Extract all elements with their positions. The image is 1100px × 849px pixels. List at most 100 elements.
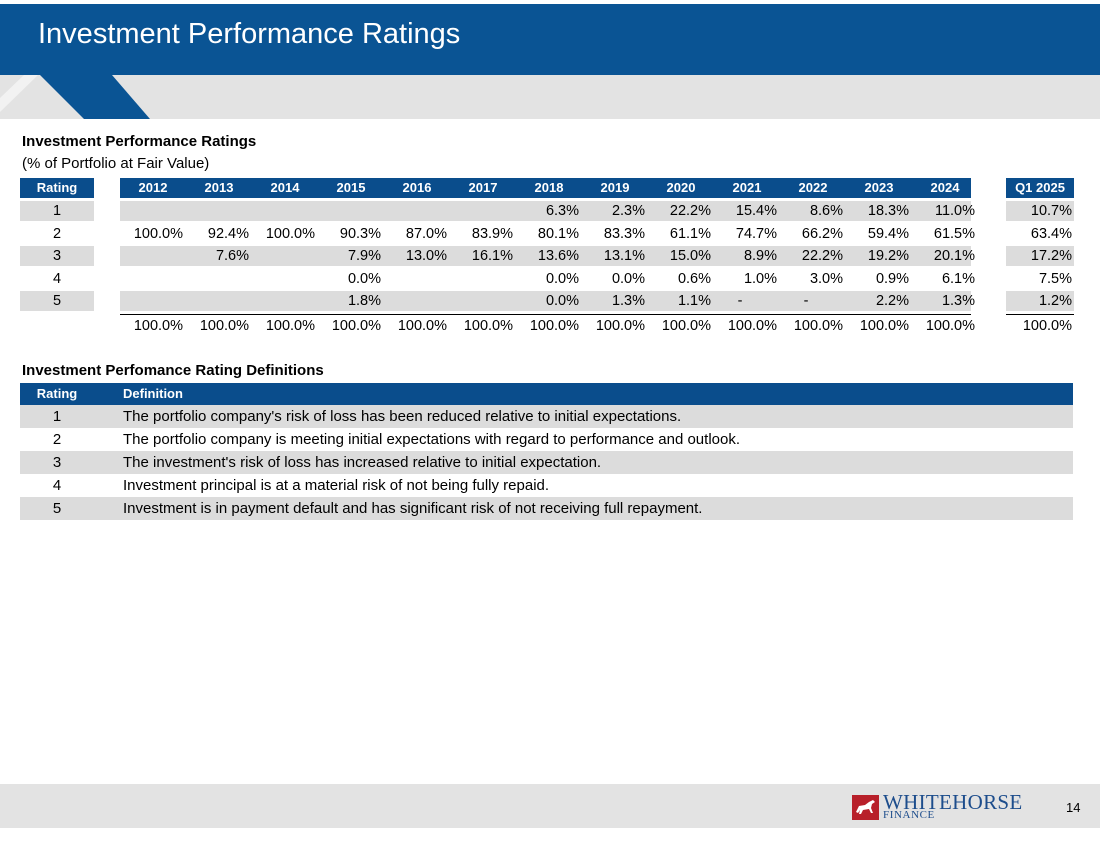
definition-rating-cell: 3 [52,454,62,471]
value-cell: 8.6% [809,203,843,219]
value-cell: 6.1% [941,270,975,287]
row-stripe [1006,246,1074,267]
definition-rating-cell: 1 [52,408,62,425]
value-cell: - [737,293,743,310]
total-cell: 100.0% [265,318,315,334]
total-cell: 100.0% [397,318,447,334]
definition-row-stripe [20,451,1073,474]
value-cell: 22.2% [801,248,843,265]
rating-column-header: Rating [36,180,78,195]
value-cell: 1.0% [743,270,777,287]
definitions-header-bar [20,383,1073,405]
row-stripe [120,201,971,221]
definitions-title: Investment Perfomance Rating Definitions [22,362,324,379]
year-column-header: 2014 [270,180,300,195]
value-cell: 59.4% [867,225,909,242]
row-stripe [1006,201,1074,221]
value-cell: 0.0% [545,270,579,287]
footer-band [0,784,1100,828]
total-cell: 100.0% [529,318,579,334]
page-title: Investment Performance Ratings [38,18,461,50]
value-cell: 16.1% [471,248,513,265]
definition-text-cell: Investment is in payment default and has… [123,500,703,517]
value-cell: 0.0% [545,293,579,310]
value-cell: 83.9% [471,225,513,242]
value-cell: 15.0% [669,248,711,265]
value-cell: 3.0% [809,270,843,287]
value-cell: 80.1% [537,225,579,242]
year-column-header: 2022 [798,180,828,195]
definition-row-stripe [20,497,1073,520]
definition-rating-cell: 2 [52,431,62,448]
value-cell: 2.3% [611,203,645,219]
year-column-header: 2020 [666,180,696,195]
value-cell: 83.3% [603,225,645,242]
total-cell: 100.0% [595,318,645,334]
definition-rating-cell: 4 [52,477,62,494]
ratings-years-header-bar [120,178,971,198]
value-cell: 11.0% [934,203,975,219]
value-cell: 22.2% [669,203,711,219]
q1-2025-cell: 10.7% [1030,203,1072,219]
value-cell: 0.6% [677,270,711,287]
value-cell: 19.2% [867,248,909,265]
value-cell: 2.2% [875,293,909,310]
row-stripe [1006,291,1074,312]
definition-rating-cell: 5 [52,500,62,517]
total-cell: 100.0% [925,318,975,334]
value-cell: 66.2% [801,225,843,242]
year-column-header: 2013 [204,180,234,195]
value-cell: 1.8% [347,293,381,310]
definition-text-cell: The investment's risk of loss has increa… [123,454,602,471]
row-stripe [20,201,94,221]
value-cell: 13.6% [537,248,579,265]
year-column-header: 2018 [534,180,564,195]
ratings-q-header-bar [1006,178,1074,198]
rating-cell: 2 [52,225,62,242]
value-cell: 18.3% [867,203,909,219]
definitions-rating-header: Rating [36,386,78,401]
year-column-header: 2023 [864,180,894,195]
definitions-definition-header: Definition [123,386,183,401]
total-cell: 100.0% [331,318,381,334]
rating-cell: 3 [52,248,62,265]
header-band [0,4,1100,75]
value-cell: 1.3% [941,293,975,310]
value-cell: 100.0% [133,225,183,242]
definition-text-cell: The portfolio company is meeting initial… [123,431,740,448]
value-cell: 13.0% [405,248,447,265]
year-column-header: 2017 [468,180,498,195]
value-cell: 15.4% [735,203,777,219]
total-cell: 100.0% [727,318,777,334]
row-stripe [20,246,94,267]
total-cell: 100.0% [793,318,843,334]
horse-icon [852,795,879,820]
header-subband [0,75,1100,119]
year-column-header: 2015 [336,180,366,195]
value-cell: 7.6% [215,248,249,265]
rating-cell: 5 [52,293,62,310]
definition-text-cell: Investment principal is at a material ri… [123,477,550,494]
value-cell: - [803,293,809,310]
year-column-header: 2024 [930,180,960,195]
total-cell: 100.0% [199,318,249,334]
row-stripe [120,291,971,312]
total-cell: 100.0% [133,318,183,334]
total-cell: 100.0% [859,318,909,334]
header-decoration [0,75,150,119]
value-cell: 61.5% [933,225,975,242]
definition-row-stripe [20,405,1073,428]
value-cell: 0.0% [611,270,645,287]
rating-cell: 4 [52,270,62,287]
value-cell: 0.0% [347,270,381,287]
value-cell: 7.9% [347,248,381,265]
q1-2025-cell: 17.2% [1030,248,1072,265]
q1-2025-column-header: Q1 2025 [1015,180,1065,195]
page-number: 14 [1066,800,1081,815]
definition-text-cell: The portfolio company's risk of loss has… [123,408,682,425]
value-cell: 100.0% [265,225,315,242]
ratings-header-bar [20,178,94,198]
value-cell: 61.1% [669,225,711,242]
value-cell: 1.1% [677,293,711,310]
value-cell: 87.0% [405,225,447,242]
